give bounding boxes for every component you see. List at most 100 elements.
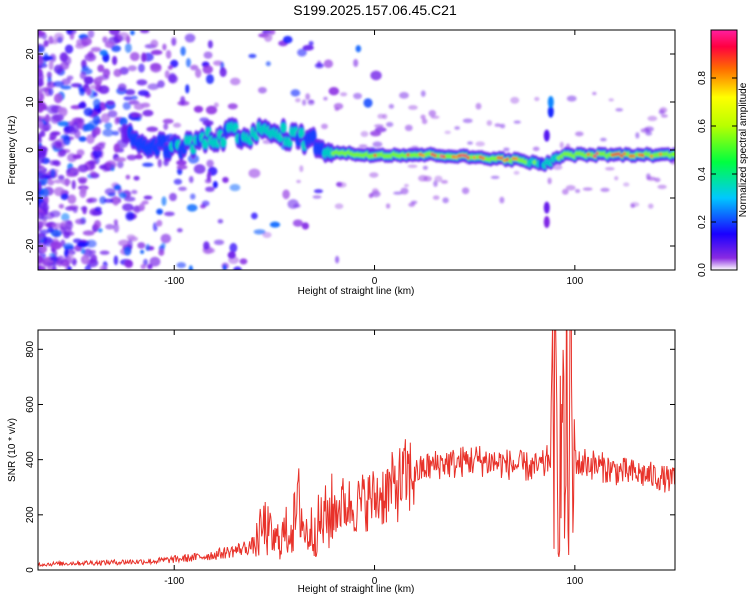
spectrogram-noise-blob — [145, 243, 151, 252]
spectrogram-noise-blob — [644, 126, 654, 133]
spectrogram-noise-blob — [157, 80, 165, 88]
spectrogram-noise-blob — [90, 254, 98, 264]
spectrogram-noise-blob — [190, 193, 196, 200]
spectrogram-noise-blob — [645, 131, 653, 136]
spectrogram-noise-blob — [52, 159, 60, 166]
spectrogram-noise-blob — [205, 186, 215, 192]
spectrogram-noise-blob — [461, 187, 470, 195]
spectrogram-noise-blob — [86, 134, 95, 144]
spectrogram-noise-blob — [180, 96, 186, 106]
spectrogram-noise-blob — [43, 39, 49, 47]
spectrogram-noise-blob — [206, 171, 212, 182]
spectrogram-ridge-cell — [298, 128, 305, 139]
spectrogram-noise-blob — [340, 92, 348, 97]
spectrogram-noise-blob — [265, 61, 271, 67]
spectrogram-noise-blob — [52, 265, 57, 270]
spectrogram-noise-blob — [582, 187, 593, 191]
spectrogram-noise-blob — [42, 122, 52, 132]
spectrogram-noise-blob — [178, 186, 187, 192]
spectrogram-noise-blob — [95, 143, 105, 150]
spectrogram-noise-blob — [185, 84, 190, 94]
spectrogram-noise-blob — [39, 93, 45, 101]
spectrogram-noise-blob — [420, 114, 426, 120]
spectrogram-noise-blob — [323, 96, 328, 101]
spectrogram-noise-blob — [60, 193, 69, 200]
spectrogram-noise-blob — [203, 241, 210, 250]
spectrogram-ridge-cell — [220, 137, 227, 148]
spectrogram-spike — [547, 105, 554, 118]
snr-y-axis-label: SNR (10 * v/v) — [7, 418, 18, 482]
spectrogram-noise-blob — [118, 192, 127, 199]
spectrogram-noise-blob — [57, 108, 67, 113]
spectrogram-noise-blob — [79, 71, 87, 80]
spectrogram-noise-blob — [163, 159, 169, 167]
spectrogram-noise-blob — [290, 89, 301, 97]
spectrogram-noise-blob — [117, 83, 127, 92]
colorbar-tick-label: 0.8 — [697, 71, 708, 85]
spectrogram-noise-blob — [64, 44, 74, 54]
spectrogram-noise-blob — [162, 43, 167, 51]
spectrogram-noise-blob — [190, 64, 199, 71]
spectrogram-noise-blob — [499, 196, 505, 204]
spectrogram-noise-blob — [201, 200, 210, 207]
spectrogram-noise-blob — [130, 30, 135, 36]
spectrogram-noise-blob — [648, 203, 654, 209]
spectrogram-noise-blob — [313, 189, 324, 194]
spectrogram-noise-blob — [51, 140, 63, 150]
spectrogram-noise-blob — [102, 68, 111, 78]
spectrogram-noise-blob — [262, 231, 272, 238]
spectrogram-x-tick-label: 0 — [372, 276, 378, 287]
spectrogram-noise-blob — [80, 254, 90, 265]
spectrogram-noise-blob — [105, 224, 115, 230]
spectrogram-noise-blob — [123, 196, 136, 202]
spectrogram-noise-blob — [38, 46, 45, 53]
spectrogram-noise-blob — [142, 109, 154, 117]
spectrogram-noise-blob — [219, 67, 227, 78]
spectrogram-noise-blob — [305, 93, 311, 101]
snr-y-tick-label: 600 — [25, 396, 36, 413]
spectrogram-noise-blob — [374, 124, 384, 128]
spectrogram-y-tick-label: 0 — [25, 147, 36, 153]
spectrogram-noise-blob — [40, 87, 50, 93]
spectrogram-noise-blob — [83, 76, 94, 85]
spectrogram-noise-blob — [165, 50, 172, 59]
spectrogram-noise-blob — [82, 230, 95, 236]
spectrogram-noise-blob — [41, 55, 54, 61]
spectrogram-noise-blob — [141, 52, 147, 63]
spectrogram-noise-blob — [292, 219, 304, 227]
spectrogram-noise-blob — [302, 99, 307, 106]
spectrogram-x-axis-label: Height of straight line (km) — [298, 286, 415, 297]
spectrogram-noise-blob — [503, 147, 510, 152]
spectrogram-noise-blob — [444, 130, 451, 135]
spectrogram-noise-blob — [250, 212, 258, 220]
spectrogram-noise-blob — [410, 200, 418, 205]
spectrogram-noise-blob — [52, 113, 64, 122]
spectrogram-noise-blob — [67, 194, 77, 204]
spectrogram-noise-blob — [371, 188, 379, 195]
spectrogram-spike — [543, 129, 550, 142]
spectrogram-noise-blob — [125, 174, 131, 180]
spectrogram-noise-blob — [126, 154, 137, 161]
spectrogram-noise-blob — [107, 110, 118, 118]
spectrogram-noise-blob — [170, 59, 179, 68]
spectrogram-noise-blob — [57, 120, 70, 127]
spectrogram-noise-blob — [184, 33, 196, 43]
spectrogram-noise-blob — [253, 229, 266, 235]
spectrogram-noise-blob — [532, 146, 540, 152]
spectrogram-noise-blob — [47, 226, 55, 233]
spectrogram-ridge-cell — [202, 138, 209, 149]
spectrogram-noise-blob — [81, 37, 92, 46]
spectrogram-spike — [547, 96, 554, 108]
spectrogram-noise-blob — [454, 126, 461, 130]
spectrogram-noise-blob — [408, 105, 418, 110]
spectrogram-noise-blob — [566, 95, 577, 102]
spectrogram-noise-blob — [302, 44, 314, 51]
spectrogram-noise-blob — [355, 45, 362, 53]
spectrogram-noise-blob — [129, 51, 140, 62]
spectrogram-noise-blob — [432, 195, 440, 200]
spectrogram-noise-blob — [176, 262, 186, 269]
spectrogram-noise-blob — [552, 164, 563, 170]
spectrogram-noise-blob — [136, 79, 148, 86]
spectrogram-noise-blob — [353, 92, 363, 100]
